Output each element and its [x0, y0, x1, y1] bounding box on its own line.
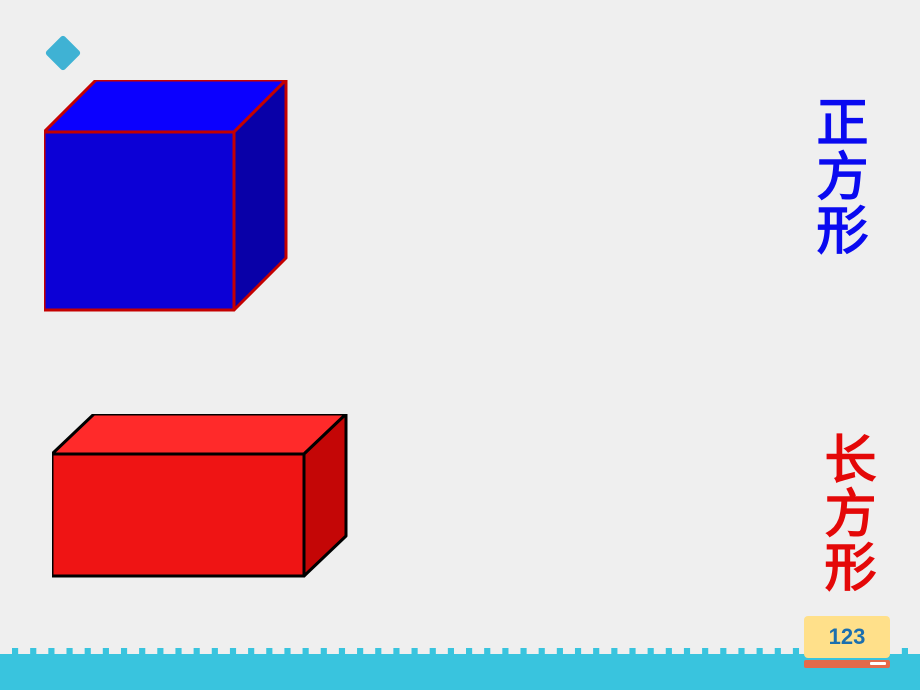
label-square: 正方形 — [810, 95, 862, 257]
bullet-diamond — [45, 35, 82, 72]
slide-canvas: 正方形 长方形 123 — [0, 0, 920, 690]
wave-band — [0, 648, 920, 690]
boat-icon: 123 — [804, 616, 890, 668]
cuboid-svg — [52, 414, 352, 578]
cube-shape — [44, 80, 292, 323]
cuboid-shape — [52, 414, 352, 583]
boat-hull — [804, 660, 890, 668]
cube-svg — [44, 80, 292, 318]
boat-sign: 123 — [804, 616, 890, 658]
label-rectangle: 长方形 — [818, 432, 870, 594]
footer: 123 — [0, 638, 920, 690]
